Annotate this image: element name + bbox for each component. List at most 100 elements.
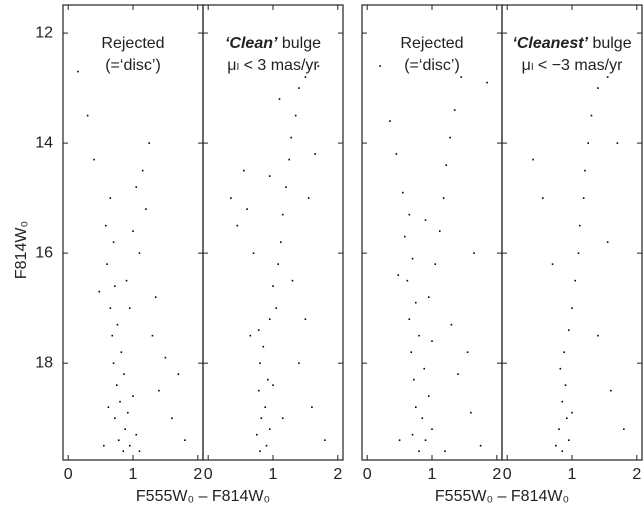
star-point xyxy=(294,114,297,117)
star-point xyxy=(444,450,446,452)
star-point xyxy=(123,373,125,375)
star-point xyxy=(442,197,445,199)
x-axis-label: F555W₀ – F814W₀ xyxy=(435,488,569,505)
star-point xyxy=(397,274,400,276)
y-tick-label: 16 xyxy=(35,244,53,261)
star-point xyxy=(135,186,138,188)
panel-label-part: bulge xyxy=(277,35,321,52)
star-point xyxy=(414,406,417,408)
star-point xyxy=(98,290,101,293)
star-point xyxy=(298,87,300,89)
star-point xyxy=(277,263,279,265)
star-point xyxy=(138,252,141,254)
star-point xyxy=(106,263,108,265)
star-point xyxy=(542,197,544,199)
star-point xyxy=(304,318,307,320)
star-point xyxy=(410,351,413,353)
star-point xyxy=(171,417,173,419)
star-point xyxy=(457,373,459,375)
star-point xyxy=(246,208,248,210)
star-point xyxy=(551,263,554,265)
star-point xyxy=(145,65,147,67)
star-point xyxy=(257,389,260,392)
star-point xyxy=(184,439,186,441)
star-point xyxy=(260,417,263,419)
star-point xyxy=(307,197,310,199)
star-point xyxy=(408,213,411,216)
star-point xyxy=(230,197,232,199)
star-point xyxy=(135,433,138,436)
x-axis-label: F555W₀ – F814W₀ xyxy=(136,488,270,505)
star-point xyxy=(120,351,123,353)
star-point xyxy=(453,109,456,111)
star-point xyxy=(577,252,580,254)
star-point xyxy=(259,362,261,364)
star-point xyxy=(127,411,129,414)
y-axis-label: F814W₀ xyxy=(13,221,30,279)
star-point xyxy=(486,81,488,84)
star-point xyxy=(272,384,274,386)
x-tick-label: 2 xyxy=(193,466,202,483)
star-point xyxy=(438,230,441,232)
star-point xyxy=(460,76,462,78)
x-tick-label: 0 xyxy=(363,466,372,483)
x-tick-label: 2 xyxy=(333,466,342,483)
star-point xyxy=(291,279,294,282)
panel-label-part: bulge xyxy=(588,35,632,52)
star-point xyxy=(259,450,261,452)
panel-label-part: Rejected xyxy=(101,35,164,52)
panel-label: Rejected xyxy=(101,35,164,52)
star-point xyxy=(414,301,417,304)
panel-label: Rejected xyxy=(400,35,463,52)
star-point xyxy=(164,356,167,359)
panel-label: ‘Cleanest’ bulge xyxy=(512,35,631,52)
star-point xyxy=(141,169,144,172)
star-point xyxy=(115,384,118,386)
star-point xyxy=(473,252,475,254)
star-point xyxy=(423,367,426,370)
star-point xyxy=(584,169,586,172)
star-point xyxy=(278,98,281,100)
star-point xyxy=(406,279,409,282)
star-point xyxy=(158,389,160,392)
star-point xyxy=(116,323,119,326)
star-point xyxy=(268,428,271,430)
star-point xyxy=(86,114,89,117)
y-tick-label: 14 xyxy=(35,134,53,151)
star-point xyxy=(264,406,267,408)
star-point xyxy=(403,235,406,238)
star-point xyxy=(379,65,381,67)
panel-label: (=‘disc’) xyxy=(404,57,460,74)
star-point xyxy=(567,329,570,331)
star-point xyxy=(288,158,291,161)
star-point xyxy=(255,433,258,436)
star-point xyxy=(252,252,255,254)
star-point xyxy=(109,307,112,309)
star-point xyxy=(450,323,453,326)
star-point xyxy=(445,164,448,166)
panel-label: (=‘disc’) xyxy=(105,57,161,74)
star-point xyxy=(559,367,562,370)
star-point xyxy=(249,334,252,337)
x-tick-label: 1 xyxy=(428,466,437,483)
panel-label-part: μₗ < −3 mas/yr xyxy=(522,57,623,74)
star-point xyxy=(125,279,128,282)
x-tick-label: 1 xyxy=(568,466,577,483)
star-point xyxy=(311,406,313,408)
panel-label: ‘Clean’ bulge xyxy=(225,35,321,52)
star-point xyxy=(117,439,120,441)
star-point xyxy=(479,444,482,447)
star-point xyxy=(398,439,401,441)
panel-label: μₗ < −3 mas/yr xyxy=(522,57,623,74)
star-point xyxy=(279,241,282,243)
star-point xyxy=(262,345,265,348)
star-point xyxy=(606,241,609,243)
star-point xyxy=(77,70,79,73)
star-point xyxy=(103,444,105,447)
star-point xyxy=(582,197,585,199)
star-point xyxy=(566,417,568,419)
star-point xyxy=(324,439,326,441)
star-point xyxy=(597,334,599,337)
star-point xyxy=(424,219,427,221)
